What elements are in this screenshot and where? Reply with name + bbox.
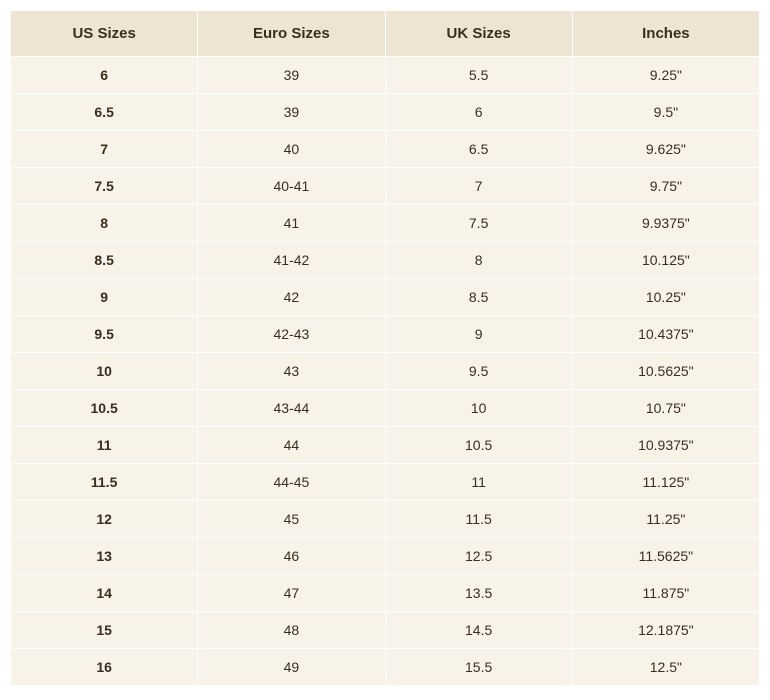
- table-cell: 14: [11, 575, 198, 612]
- table-cell: 9.625": [572, 131, 759, 168]
- table-cell: 13.5: [385, 575, 572, 612]
- table-cell: 10.125": [572, 242, 759, 279]
- table-header-row: US Sizes Euro Sizes UK Sizes Inches: [11, 11, 760, 57]
- table-cell: 46: [198, 538, 385, 575]
- table-row: 9428.510.25": [11, 279, 760, 316]
- table-cell: 48: [198, 612, 385, 649]
- table-cell: 9: [385, 316, 572, 353]
- table-cell: 10.4375": [572, 316, 759, 353]
- table-cell: 11: [11, 427, 198, 464]
- table-cell: 45: [198, 501, 385, 538]
- table-row: 8417.59.9375": [11, 205, 760, 242]
- table-cell: 41: [198, 205, 385, 242]
- table-row: 164915.512.5": [11, 649, 760, 686]
- table-cell: 6.5: [11, 94, 198, 131]
- table-cell: 43-44: [198, 390, 385, 427]
- table-cell: 42-43: [198, 316, 385, 353]
- table-cell: 9.75": [572, 168, 759, 205]
- table-cell: 9.25": [572, 57, 759, 94]
- col-header-inches: Inches: [572, 11, 759, 57]
- table-cell: 11.5: [11, 464, 198, 501]
- table-cell: 40: [198, 131, 385, 168]
- table-cell: 44-45: [198, 464, 385, 501]
- table-cell: 41-42: [198, 242, 385, 279]
- table-cell: 9.5": [572, 94, 759, 131]
- table-cell: 47: [198, 575, 385, 612]
- table-cell: 10: [11, 353, 198, 390]
- table-body: 6395.59.25"6.53969.5"7406.59.625"7.540-4…: [11, 57, 760, 686]
- table-cell: 6: [11, 57, 198, 94]
- table-cell: 13: [11, 538, 198, 575]
- col-header-euro: Euro Sizes: [198, 11, 385, 57]
- table-cell: 8.5: [385, 279, 572, 316]
- table-row: 7.540-4179.75": [11, 168, 760, 205]
- table-row: 6.53969.5": [11, 94, 760, 131]
- table-row: 7406.59.625": [11, 131, 760, 168]
- table-cell: 14.5: [385, 612, 572, 649]
- table-cell: 11: [385, 464, 572, 501]
- table-row: 10439.510.5625": [11, 353, 760, 390]
- table-cell: 5.5: [385, 57, 572, 94]
- table-cell: 43: [198, 353, 385, 390]
- table-row: 8.541-42810.125": [11, 242, 760, 279]
- table-cell: 11.5625": [572, 538, 759, 575]
- table-cell: 9: [11, 279, 198, 316]
- table-cell: 42: [198, 279, 385, 316]
- table-cell: 7.5: [11, 168, 198, 205]
- table-cell: 8.5: [11, 242, 198, 279]
- table-cell: 39: [198, 57, 385, 94]
- col-header-us: US Sizes: [11, 11, 198, 57]
- table-cell: 12.1875": [572, 612, 759, 649]
- table-cell: 6.5: [385, 131, 572, 168]
- table-cell: 10.75": [572, 390, 759, 427]
- table-cell: 11.875": [572, 575, 759, 612]
- table-row: 144713.511.875": [11, 575, 760, 612]
- table-cell: 9.9375": [572, 205, 759, 242]
- table-cell: 11.125": [572, 464, 759, 501]
- table-cell: 10.9375": [572, 427, 759, 464]
- table-cell: 12: [11, 501, 198, 538]
- table-cell: 11.25": [572, 501, 759, 538]
- table-cell: 15: [11, 612, 198, 649]
- table-row: 114410.510.9375": [11, 427, 760, 464]
- table-cell: 10.25": [572, 279, 759, 316]
- table-cell: 39: [198, 94, 385, 131]
- table-row: 10.543-441010.75": [11, 390, 760, 427]
- table-cell: 7.5: [385, 205, 572, 242]
- table-row: 6395.59.25": [11, 57, 760, 94]
- table-cell: 10.5625": [572, 353, 759, 390]
- table-row: 134612.511.5625": [11, 538, 760, 575]
- table-row: 11.544-451111.125": [11, 464, 760, 501]
- table-cell: 10.5: [11, 390, 198, 427]
- size-chart-table: US Sizes Euro Sizes UK Sizes Inches 6395…: [10, 10, 760, 686]
- table-cell: 8: [385, 242, 572, 279]
- table-cell: 8: [11, 205, 198, 242]
- col-header-uk: UK Sizes: [385, 11, 572, 57]
- table-row: 154814.512.1875": [11, 612, 760, 649]
- table-cell: 9.5: [11, 316, 198, 353]
- table-cell: 40-41: [198, 168, 385, 205]
- table-cell: 12.5: [385, 538, 572, 575]
- table-cell: 6: [385, 94, 572, 131]
- table-row: 9.542-43910.4375": [11, 316, 760, 353]
- table-cell: 7: [385, 168, 572, 205]
- table-cell: 16: [11, 649, 198, 686]
- table-cell: 44: [198, 427, 385, 464]
- table-cell: 49: [198, 649, 385, 686]
- table-cell: 7: [11, 131, 198, 168]
- table-cell: 11.5: [385, 501, 572, 538]
- table-cell: 15.5: [385, 649, 572, 686]
- table-cell: 10: [385, 390, 572, 427]
- table-cell: 10.5: [385, 427, 572, 464]
- table-cell: 9.5: [385, 353, 572, 390]
- table-row: 124511.511.25": [11, 501, 760, 538]
- table-cell: 12.5": [572, 649, 759, 686]
